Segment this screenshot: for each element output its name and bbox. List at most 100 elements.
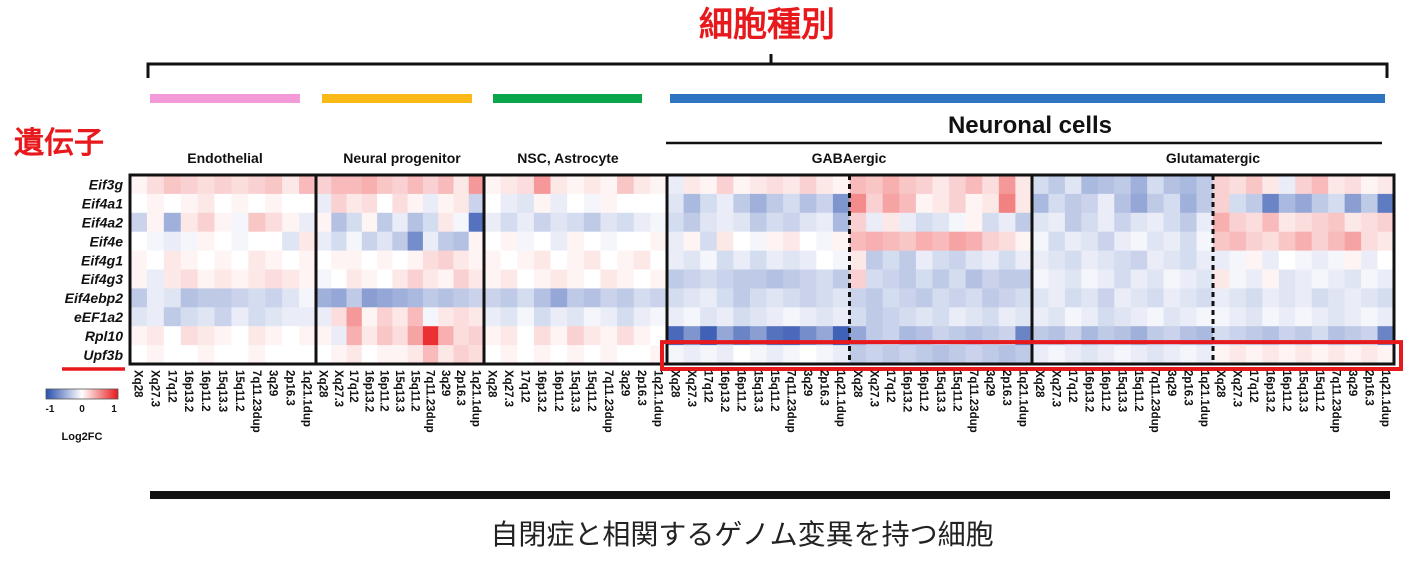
heat-cell	[346, 231, 363, 251]
heat-cell	[1344, 175, 1362, 195]
heat-cell	[716, 212, 734, 233]
heat-cell	[1032, 269, 1049, 289]
heat-cell	[130, 212, 148, 233]
gene-label: Rpl10	[85, 328, 123, 344]
column-tick-label: 16p13.2	[1083, 370, 1095, 412]
heat-cell	[231, 175, 249, 195]
heat-cell	[982, 231, 1000, 251]
heat-cell	[567, 345, 585, 365]
heat-cell	[700, 212, 718, 233]
heat-cell	[1081, 288, 1099, 308]
heat-cell	[500, 307, 518, 327]
heat-cell	[533, 193, 551, 214]
heat-cell	[882, 175, 900, 195]
heat-cell	[248, 250, 266, 270]
column-tick-label: 15q11.2	[408, 370, 420, 412]
heat-cell	[392, 307, 409, 327]
heat-cell	[331, 175, 347, 195]
heat-cell	[130, 288, 148, 308]
heat-cell	[1081, 250, 1099, 270]
heat-cell	[422, 288, 439, 308]
heat-cell	[783, 175, 801, 195]
heat-cell	[915, 269, 933, 289]
heat-cell	[832, 307, 850, 327]
heat-cell	[600, 345, 618, 365]
heat-cell	[361, 307, 378, 327]
heat-cell	[1081, 212, 1099, 233]
heat-cell	[468, 175, 485, 195]
heat-cell	[422, 212, 439, 233]
heat-cell	[998, 212, 1016, 233]
heat-cell	[667, 250, 684, 270]
heat-cell	[783, 288, 801, 308]
gene-label: Upf3b	[83, 347, 123, 363]
heat-cell	[866, 345, 884, 365]
heat-cell	[282, 345, 300, 365]
heat-cell	[1015, 345, 1033, 365]
heat-cell	[1180, 175, 1197, 195]
heat-cell	[1295, 212, 1313, 233]
heat-cell	[1262, 231, 1280, 251]
heat-cell	[733, 212, 751, 233]
heat-cell	[998, 175, 1016, 195]
heat-cell	[453, 288, 470, 308]
colorbar-ticks: -1 0 1	[46, 404, 118, 415]
heat-cell	[965, 231, 983, 251]
heat-cell	[484, 307, 502, 327]
group-label: Glutamatergic	[1166, 150, 1260, 166]
heat-cell	[180, 212, 199, 233]
heat-cell	[1262, 212, 1280, 233]
heat-cell	[331, 231, 347, 251]
heat-cell	[866, 212, 884, 233]
heat-cell	[1245, 288, 1263, 308]
heat-cell	[1344, 212, 1362, 233]
heat-cell	[899, 250, 917, 270]
heat-cell	[468, 269, 485, 289]
heat-cell	[583, 193, 601, 214]
heat-cell	[500, 250, 518, 270]
heat-cell	[849, 269, 867, 289]
heat-cell	[438, 250, 454, 270]
column-tick-label: Xq28	[668, 370, 680, 398]
heat-cell	[163, 288, 182, 308]
heat-cell	[331, 288, 347, 308]
heat-cell	[331, 193, 347, 214]
column-tick-label: 16p13.2	[718, 370, 730, 412]
heat-cell	[866, 307, 884, 327]
heat-cell	[331, 307, 347, 327]
heat-cell	[915, 250, 933, 270]
heat-cell	[484, 250, 502, 270]
heat-cell	[866, 250, 884, 270]
heat-cell	[899, 269, 917, 289]
heat-cell	[1163, 193, 1181, 214]
column-tick-label: 7q11.23dup	[784, 370, 796, 433]
heat-cell	[965, 345, 983, 365]
heat-cell	[180, 231, 199, 251]
heat-cell	[1328, 231, 1346, 251]
heat-cell	[915, 212, 933, 233]
heat-cell	[1245, 307, 1263, 327]
heat-cell	[1163, 307, 1181, 327]
heat-cell	[346, 307, 363, 327]
heat-cell	[633, 250, 651, 270]
heat-cell	[633, 326, 651, 346]
group-color-bar	[670, 94, 1385, 103]
heat-cell	[832, 175, 850, 195]
bottom-axis-bar	[150, 491, 1390, 499]
heat-cell	[667, 231, 684, 251]
heat-cell	[1147, 345, 1165, 365]
heat-cell	[316, 345, 332, 365]
heat-cell	[1048, 250, 1066, 270]
heat-cell	[1311, 288, 1329, 308]
heat-cell	[749, 175, 767, 195]
heat-cell	[716, 231, 734, 251]
heat-cell	[650, 345, 668, 365]
column-tick-label: 15q11.2	[1132, 370, 1144, 412]
column-tick-label: 1q21.1dup	[301, 370, 313, 427]
heat-cell	[998, 307, 1016, 327]
heat-cell	[600, 326, 618, 346]
heat-cell	[550, 175, 568, 195]
column-tick-label: 16p13.2	[535, 370, 547, 412]
heat-cell	[700, 250, 718, 270]
heat-cell	[1262, 345, 1280, 365]
